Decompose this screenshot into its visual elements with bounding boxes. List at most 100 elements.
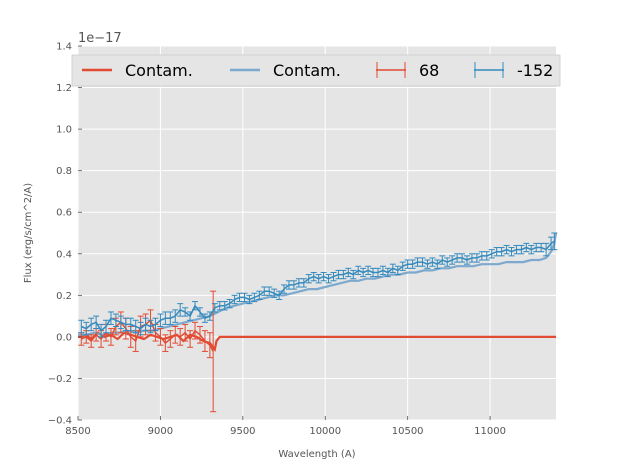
errorbar-point xyxy=(201,313,208,323)
errorbar-point xyxy=(137,321,144,336)
errorbar-point xyxy=(439,255,446,265)
errorbar-point xyxy=(246,294,253,305)
errorbar-point xyxy=(424,259,431,269)
errorbar-point xyxy=(315,274,322,284)
errorbar-point xyxy=(182,307,189,317)
errorbar-point xyxy=(132,319,139,334)
errorbar-point xyxy=(187,311,194,321)
errorbar-point xyxy=(409,259,416,269)
errorbar-point xyxy=(459,253,466,263)
errorbar-point xyxy=(384,267,391,278)
y-axis-label: Flux (erg/s/cm^2/A) xyxy=(23,183,34,283)
errorbar-point xyxy=(78,319,85,334)
errorbar-point xyxy=(503,244,510,255)
errorbar-point xyxy=(379,265,386,276)
errorbar-point xyxy=(231,294,238,305)
errorbar-point xyxy=(93,315,100,330)
errorbar-point xyxy=(241,292,248,303)
errorbar-point xyxy=(103,319,110,334)
x-tick-label: 8500 xyxy=(65,426,90,437)
errorbar-point xyxy=(523,242,530,253)
legend-label: 68 xyxy=(419,61,439,80)
errorbar-point xyxy=(444,257,451,267)
errorbar-point xyxy=(172,326,179,344)
axis-ticks: 8500 9000 9500 10000 10500 11000 −0.4 −0.2 0.0 0.… xyxy=(48,42,506,438)
errorbar-point xyxy=(394,265,401,276)
errorbar-point xyxy=(330,271,337,282)
errorbar-point xyxy=(528,244,535,255)
errorbar-point xyxy=(276,290,283,300)
x-tick-label: 10000 xyxy=(309,426,341,437)
errorbar-point xyxy=(340,269,347,280)
errorbar-point xyxy=(256,290,263,300)
legend-label: Contam. xyxy=(273,61,341,80)
errorbar-point xyxy=(152,317,159,332)
errorbar-point xyxy=(290,280,297,290)
errorbar-point xyxy=(483,251,490,261)
errorbar-point xyxy=(211,303,218,313)
errorbar-point xyxy=(399,261,406,271)
errorbar-point xyxy=(182,323,189,342)
errorbar-point xyxy=(117,315,124,330)
errorbar-point xyxy=(434,259,441,269)
y-offset-text: 1e−17 xyxy=(78,31,122,46)
errorbar-point xyxy=(360,267,367,278)
errorbar-point xyxy=(147,319,154,334)
y-tick-label: 0.6 xyxy=(56,208,72,219)
errorbar-point xyxy=(463,255,470,265)
errorbar-point xyxy=(508,247,515,257)
errorbar-point xyxy=(157,313,164,327)
errorbar-point xyxy=(518,244,525,255)
x-tick-label: 11000 xyxy=(474,426,506,437)
errorbar-point xyxy=(365,265,372,276)
errorbar-point xyxy=(310,271,317,282)
errorbar-point xyxy=(98,323,105,338)
errorbar-point xyxy=(221,301,228,311)
errorbar-point xyxy=(88,317,95,332)
y-tick-label: 0.2 xyxy=(56,291,72,302)
errorbar-point xyxy=(350,269,357,280)
y-tick-label: −0.2 xyxy=(48,374,72,385)
errorbar-point xyxy=(172,309,179,323)
errorbar-point xyxy=(281,284,288,294)
y-tick-label: 0.4 xyxy=(56,249,72,260)
errorbar-point xyxy=(551,232,558,251)
errorbar-point xyxy=(162,334,169,352)
errorbar-point xyxy=(187,330,194,348)
errorbar-point xyxy=(498,247,505,257)
errorbar-point xyxy=(107,311,114,325)
errorbar-point xyxy=(305,274,312,284)
errorbar-point xyxy=(192,301,199,311)
errorbar-point xyxy=(196,326,203,344)
y-tick-label: −0.4 xyxy=(48,416,72,427)
errorbar-point xyxy=(473,253,480,263)
errorbar-point xyxy=(300,278,307,288)
errorbar-point xyxy=(449,255,456,265)
errorbar-point xyxy=(543,242,550,257)
errorbar-point xyxy=(107,328,114,346)
errorbar-point xyxy=(157,328,164,346)
errorbar-point xyxy=(226,298,233,309)
x-axis-label: Wavelength (A) xyxy=(278,449,355,460)
x-tick-label: 9000 xyxy=(148,426,173,437)
errorbar-point xyxy=(167,330,174,348)
errorbar-point xyxy=(320,271,327,282)
errorbar-point xyxy=(251,292,258,303)
legend-label: -152 xyxy=(517,61,553,80)
errorbar-point xyxy=(271,288,278,298)
errorbar-connector-line xyxy=(81,319,214,352)
y-tick-label: 0.8 xyxy=(56,166,72,177)
errorbar-point xyxy=(419,257,426,267)
x-tick-label: 10500 xyxy=(392,426,424,437)
errorbar-point xyxy=(83,321,90,336)
errorbar-point xyxy=(266,286,273,296)
errorbar-point xyxy=(127,317,134,332)
errorbar-point xyxy=(429,257,436,267)
legend-label: Contam. xyxy=(125,61,193,80)
legend-item-3: -152 xyxy=(474,61,553,80)
y-tick-label: 1.0 xyxy=(56,125,72,136)
y-tick-label: 1.2 xyxy=(56,83,72,94)
errorbar-point xyxy=(112,313,119,327)
errorbar-point xyxy=(206,332,213,359)
